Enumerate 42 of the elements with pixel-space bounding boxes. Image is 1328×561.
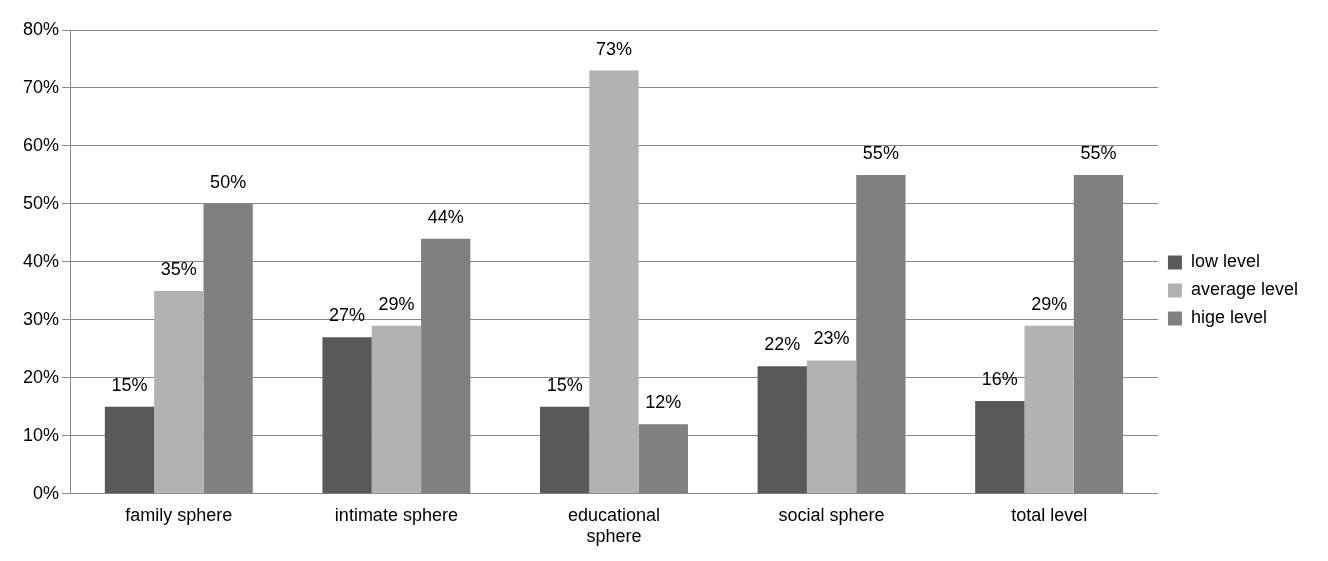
bar	[806, 360, 857, 494]
y-tick-label: 0%	[33, 482, 60, 503]
data-label: 29%	[378, 293, 415, 314]
x-tick-label: total level	[1011, 504, 1088, 525]
bar	[757, 366, 807, 494]
data-label: 50%	[210, 171, 247, 192]
data-label: 73%	[595, 38, 632, 59]
x-tick-label: educational sphere	[567, 504, 661, 547]
bar	[322, 337, 372, 494]
y-tick-label: 10%	[23, 424, 60, 445]
bar	[371, 325, 422, 494]
data-label: 27%	[329, 305, 366, 326]
data-label: 23%	[813, 328, 850, 349]
bar	[104, 406, 155, 494]
bar	[1024, 325, 1074, 494]
y-tick-label: 60%	[23, 134, 60, 155]
legend-label: low level	[1190, 251, 1260, 272]
x-tick-label: family sphere	[125, 504, 233, 525]
legend-label: average level	[1190, 279, 1299, 300]
x-tick-label: social sphere	[778, 504, 885, 525]
data-label: 12%	[645, 392, 682, 413]
y-tick-label: 40%	[23, 250, 60, 271]
y-tick-label: 50%	[23, 192, 60, 213]
data-label: 44%	[427, 206, 464, 227]
bar	[975, 401, 1025, 494]
legend-label: hige level	[1190, 307, 1267, 328]
y-tick-label: 30%	[23, 308, 60, 329]
data-label: 35%	[160, 258, 197, 279]
data-label: 55%	[862, 142, 899, 163]
y-tick-label: 70%	[23, 76, 60, 97]
bar	[589, 70, 639, 494]
bar	[540, 406, 590, 494]
data-label: 15%	[111, 374, 148, 395]
data-label: 15%	[546, 374, 583, 395]
y-tick-label: 20%	[23, 366, 60, 387]
y-tick-label: 80%	[23, 18, 60, 39]
data-label: 29%	[1031, 293, 1068, 314]
data-label: 16%	[981, 369, 1018, 390]
data-label: 55%	[1080, 142, 1117, 163]
x-tick-label: intimate sphere	[334, 504, 458, 525]
data-label: 22%	[764, 334, 801, 355]
bar	[154, 290, 204, 494]
